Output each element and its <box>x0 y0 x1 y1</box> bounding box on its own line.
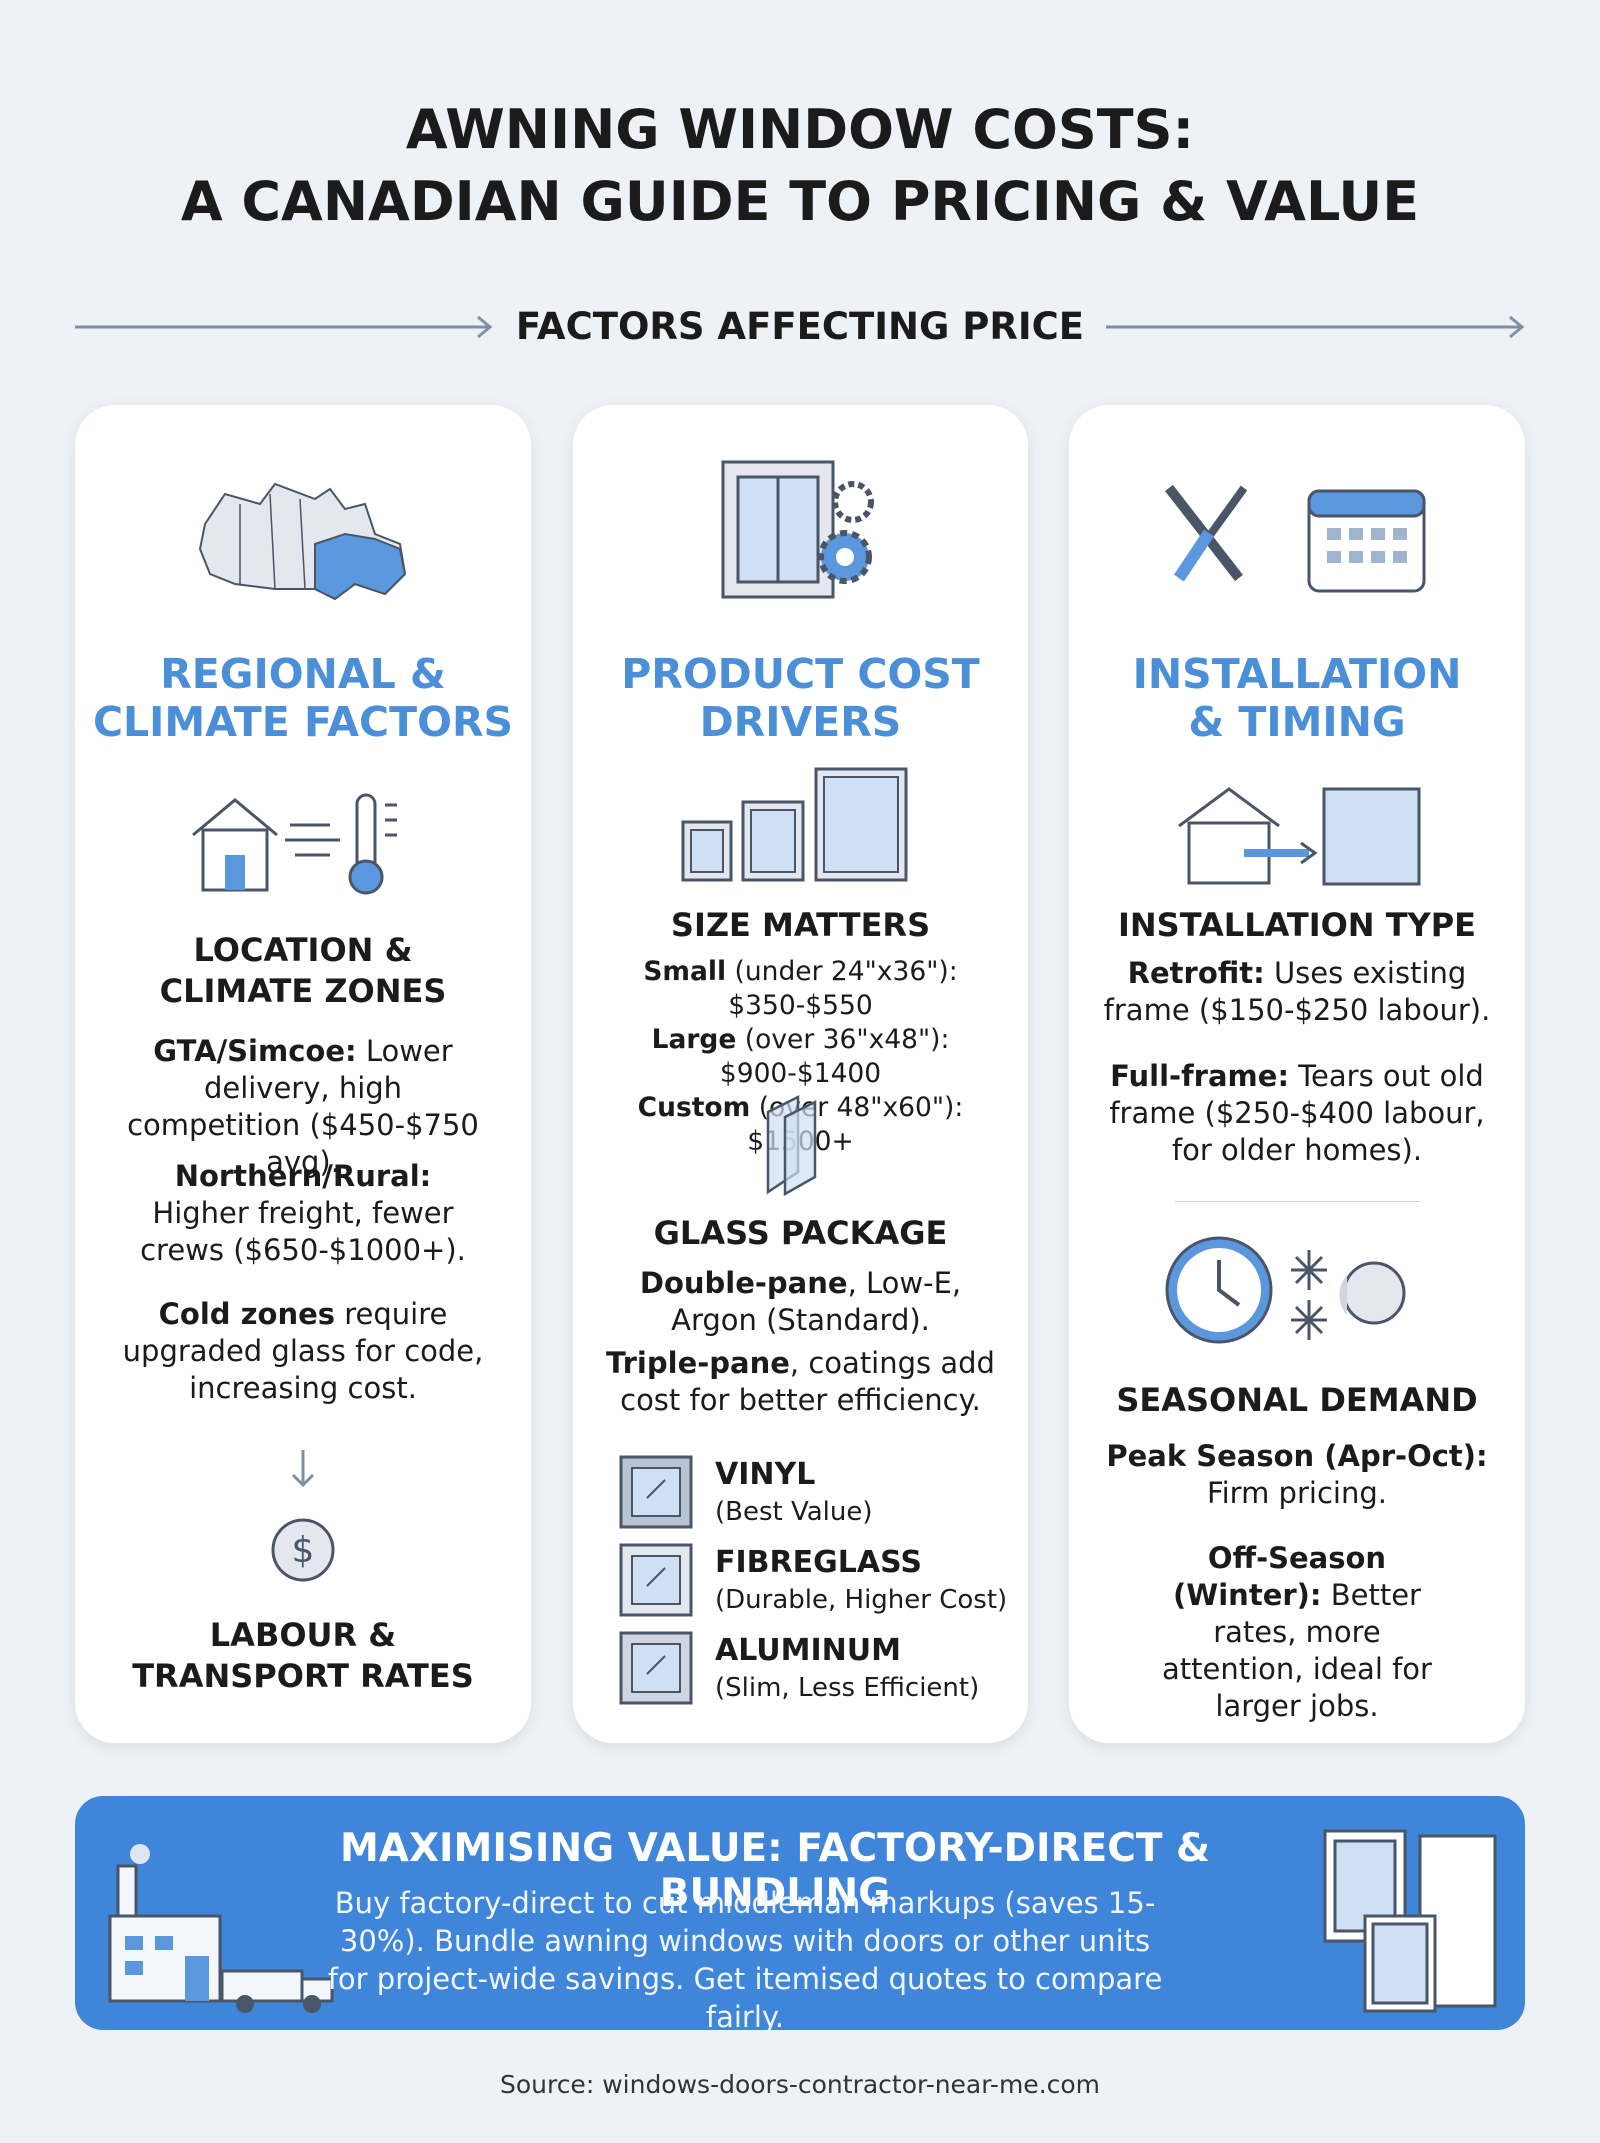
info-item: Retrofit: Uses existing frame ($150-$250… <box>1099 955 1495 1029</box>
item-lead: Small <box>643 956 727 987</box>
heading-line: LOCATION & <box>193 931 413 969</box>
size-item: Small (under 24"x36"): $350-$550 <box>583 955 1018 1023</box>
title: AWNING WINDOW COSTS: A CANADIAN GUIDE TO … <box>0 94 1600 238</box>
item-text: (over 36"x48"): $900-$1400 <box>719 1024 950 1089</box>
info-item: Double-pane, Low-E, Argon (Standard). <box>598 1265 1003 1339</box>
item-text: Higher freight, fewer crews ($650-$1000+… <box>140 1196 466 1267</box>
item-text: , coatings add cost for better efficienc… <box>620 1346 995 1417</box>
title-line: AWNING WINDOW COSTS: <box>405 98 1195 161</box>
house-window-icon <box>1178 787 1421 886</box>
info-item: GTA/Simcoe: Lower delivery, high competi… <box>115 1033 491 1181</box>
window-sizes-icon <box>681 767 908 882</box>
item-text: Lower delivery, high competition ($450-$… <box>127 1034 479 1179</box>
banner-text: Buy factory-direct to cut middleman mark… <box>327 1886 1163 2034</box>
item-lead: Full-frame: <box>1110 1059 1290 1093</box>
item-lead: Northern/Rural: <box>174 1159 432 1193</box>
title-line: A CANADIAN GUIDE TO PRICING & VALUE <box>180 170 1420 233</box>
info-item: Northern/Rural: Higher freight, fewer cr… <box>125 1158 481 1269</box>
svg-text:$: $ <box>292 1530 315 1571</box>
material-icon <box>619 1543 693 1617</box>
labour-icon: $ <box>271 1450 335 1582</box>
material-name: FIBREGLASS <box>715 1545 922 1580</box>
source: Source: windows-doors-contractor-near-me… <box>0 2070 1600 2099</box>
source-label: Source: <box>499 2070 595 2099</box>
item-lead: Retrofit: <box>1127 956 1265 990</box>
info-item: Full-frame: Tears out old frame ($250-$4… <box>1099 1058 1495 1169</box>
item-lead: Cold zones <box>158 1297 336 1331</box>
house-climate-icon <box>192 793 397 895</box>
material-icon <box>619 1455 693 1529</box>
clock-season-icon <box>1165 1236 1406 1344</box>
divider <box>1175 1201 1420 1202</box>
item-lead: Triple-pane <box>606 1346 790 1380</box>
heading-line: CLIMATE FACTORS <box>92 698 514 746</box>
section-heading: GLASS PACKAGE <box>653 1214 948 1252</box>
heading-line: TRANSPORT RATES <box>132 1657 474 1695</box>
material-name: VINYL <box>715 1457 816 1492</box>
card-product: PRODUCT COST DRIVERS SIZE MATTERS Small (… <box>573 405 1028 1743</box>
info-item: Off-Season (Winter): Better rates, more … <box>1139 1540 1455 1725</box>
section-heading: INSTALLATION TYPE <box>1117 906 1477 944</box>
source-url: windows-doors-contractor-near-me.com <box>602 2070 1101 2099</box>
material-item: ALUMINUM (Slim, Less Efficient) <box>617 1629 1017 1709</box>
item-text: (under 24"x36"): $350-$550 <box>728 956 958 1021</box>
tools-calendar-icon <box>1165 484 1426 593</box>
size-item: Large (over 36"x48"): $900-$1400 <box>583 1023 1018 1091</box>
heading-line: LABOUR & <box>209 1616 397 1654</box>
subtitle-arrows <box>75 315 1525 339</box>
heading-line: CLIMATE ZONES <box>159 972 447 1010</box>
heading-line: DRIVERS <box>699 698 902 746</box>
item-text: Tears out old frame ($250-$400 labour, f… <box>1109 1059 1485 1167</box>
material-note: (Slim, Less Efficient) <box>715 1673 980 1703</box>
heading-line: INSTALLATION <box>1132 650 1462 698</box>
material-name: ALUMINUM <box>715 1633 901 1668</box>
card-heading: REGIONAL & CLIMATE FACTORS <box>85 650 521 746</box>
banner-heading: MAXIMISING VALUE: FACTORY-DIRECT & BUNDL… <box>339 1826 1211 1916</box>
window-gear-icon <box>721 460 874 599</box>
heading-line: REGIONAL & <box>160 650 446 698</box>
section-heading: SEASONAL DEMAND <box>1116 1381 1478 1419</box>
section-heading: SIZE MATTERS <box>670 906 931 944</box>
card-heading: INSTALLATION & TIMING <box>1079 650 1515 746</box>
card-heading: PRODUCT COST DRIVERS <box>583 650 1018 746</box>
item-lead: Off-Season (Winter): <box>1173 1541 1387 1612</box>
canada-map-icon <box>198 482 407 601</box>
material-note: (Best Value) <box>715 1497 873 1527</box>
item-text: Firm pricing. <box>1207 1476 1387 1510</box>
item-lead: Large <box>651 1024 737 1055</box>
info-item: Cold zones require upgraded glass for co… <box>115 1296 491 1407</box>
info-item: Peak Season (Apr-Oct): Firm pricing. <box>1099 1438 1495 1512</box>
factory-truck-icon <box>108 1844 334 2013</box>
item-lead: GTA/Simcoe: <box>153 1034 357 1068</box>
item-text: Uses existing frame ($150-$250 labour). <box>1103 956 1491 1027</box>
subtitle: FACTORS AFFECTING PRICE <box>515 305 1085 348</box>
banner: MAXIMISING VALUE: FACTORY-DIRECT & BUNDL… <box>75 1796 1525 2034</box>
section-heading: LABOUR & TRANSPORT RATES <box>85 1615 521 1697</box>
item-text: , Low-E, Argon (Standard). <box>671 1266 962 1337</box>
material-note: (Durable, Higher Cost) <box>715 1585 1008 1615</box>
windows-doors-icon <box>1323 1829 1497 2013</box>
info-item: Triple-pane, coatings add cost for bette… <box>598 1345 1003 1419</box>
card-regional: REGIONAL & CLIMATE FACTORS LOCATION & CLIM… <box>75 405 531 1743</box>
item-text: Better rates, more attention, ideal for … <box>1162 1578 1432 1723</box>
item-lead: Double-pane <box>639 1266 848 1300</box>
item-text: require upgraded glass for code, increas… <box>122 1297 484 1405</box>
material-icon <box>619 1631 693 1705</box>
glass-icon <box>766 1094 817 1196</box>
item-lead: Custom <box>637 1092 751 1123</box>
heading-line: PRODUCT COST <box>621 650 980 698</box>
material-item: VINYL (Best Value) <box>617 1453 1017 1533</box>
card-installation: INSTALLATION & TIMING INSTALLATION TYPE R… <box>1069 405 1525 1743</box>
item-lead: Peak Season (Apr-Oct): <box>1106 1439 1488 1473</box>
heading-line: & TIMING <box>1188 698 1406 746</box>
section-heading: LOCATION & CLIMATE ZONES <box>85 930 521 1012</box>
material-item: FIBREGLASS (Durable, Higher Cost) <box>617 1541 1017 1621</box>
